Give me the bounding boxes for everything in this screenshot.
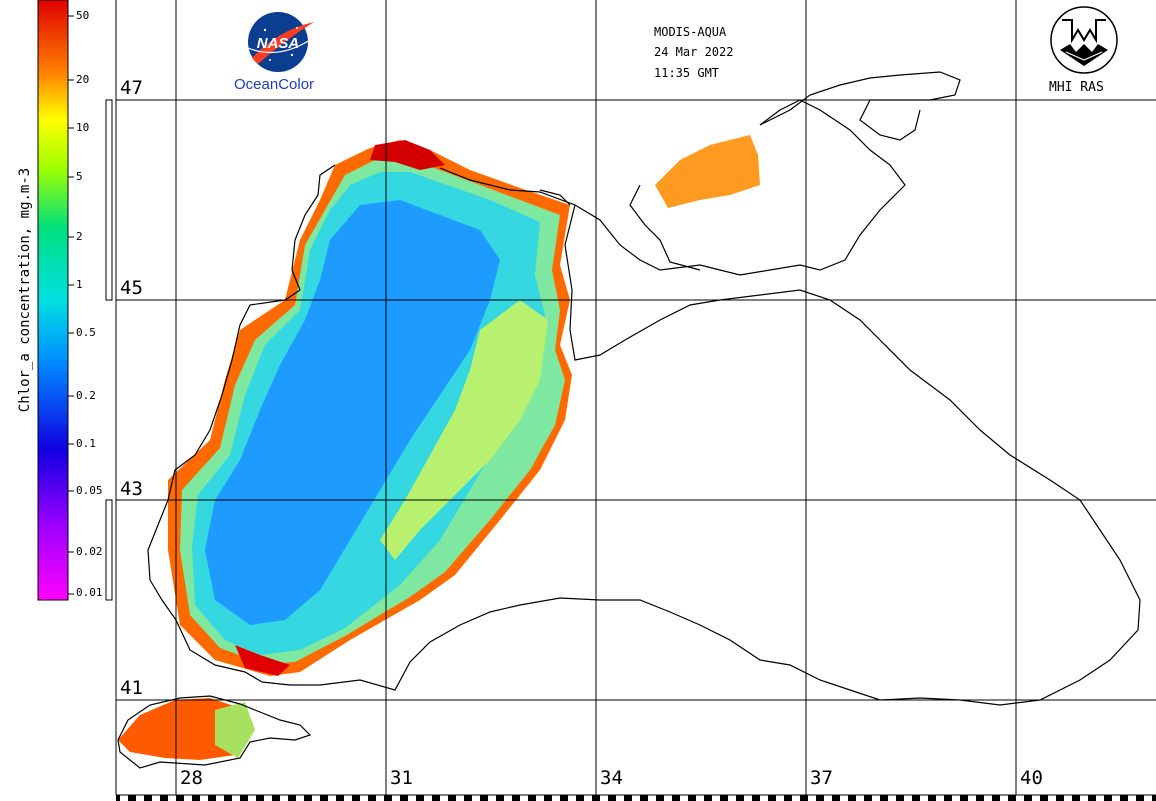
lat-label-47: 47 — [120, 77, 143, 99]
colorbar-tick: 20 — [76, 73, 90, 86]
colorbar-ticks — [68, 15, 74, 595]
mhi-ras-label: MHI RAS — [1049, 80, 1104, 95]
lon-label-28: 28 — [180, 767, 203, 789]
marmara-coast-line — [117, 695, 312, 769]
open-sea-blue — [205, 200, 500, 625]
colorbar-tick: 5 — [76, 170, 83, 183]
azov-east-line — [629, 184, 701, 271]
left-scale-bar — [106, 0, 112, 795]
colorbar-tick: 50 — [76, 9, 90, 22]
date-label: 24 Mar 2022 — [654, 45, 734, 59]
coastline — [117, 71, 1141, 769]
colorbar-tick: 0.05 — [76, 484, 103, 497]
northwest-shelf-red — [370, 140, 445, 170]
graticule — [116, 0, 1156, 795]
crimea-coast-line — [539, 99, 906, 276]
lat-label-43: 43 — [120, 478, 143, 500]
mhi-ras-logo — [1050, 6, 1118, 74]
lat-label-41: 41 — [120, 677, 143, 699]
nasa-wordmark: NASA — [257, 35, 300, 52]
marmara-green — [215, 702, 255, 758]
left-scale-white — [105, 99, 113, 301]
lat-label-45: 45 — [120, 277, 143, 299]
nasa-logo: NASA — [247, 12, 314, 72]
bosphorus-red — [235, 645, 290, 676]
lon-label-37: 37 — [810, 767, 833, 789]
azov-coast-line — [759, 71, 961, 141]
colorbar-tick: 0.1 — [76, 437, 96, 450]
time-label: 11:35 GMT — [654, 66, 720, 80]
north-coast-line — [261, 167, 1141, 706]
colorbar-tick: 1 — [76, 278, 83, 291]
colorbar-tick: 10 — [76, 121, 90, 134]
oceancolor-label: OceanColor — [234, 76, 315, 93]
colorbar-tick: 0.2 — [76, 389, 96, 402]
colorbar-tick: 2 — [76, 230, 83, 243]
colorbar-tick: 0.5 — [76, 326, 96, 339]
eastern-greenish — [380, 300, 548, 560]
azov-sea-orange — [655, 135, 760, 208]
map-frame — [105, 0, 1156, 801]
colorbar-tick: 0.01 — [76, 586, 103, 599]
colorbar — [37, 0, 74, 601]
lon-label-34: 34 — [600, 767, 623, 789]
lon-label-40: 40 — [1020, 767, 1043, 789]
colorbar-title: Chlor_a concentration, mg.m-3 — [17, 167, 33, 413]
colorbar-gradient — [37, 0, 69, 601]
left-scale-white-2 — [105, 499, 113, 601]
bottom-scale-bar — [116, 795, 1156, 801]
lon-label-31: 31 — [390, 767, 413, 789]
chlorophyll-field — [118, 135, 760, 760]
sensor-label: MODIS-AQUA — [654, 25, 727, 39]
colorbar-tick: 0.02 — [76, 545, 103, 558]
